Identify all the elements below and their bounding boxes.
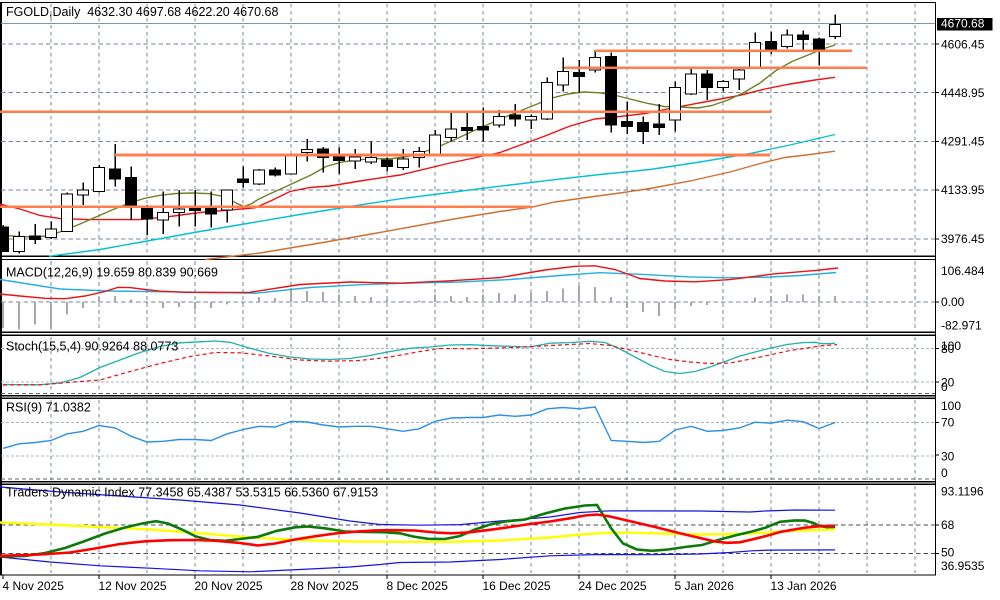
svg-text:MACD(12,26,9) 19.659 80.839 90: MACD(12,26,9) 19.659 80.839 90.669: [6, 266, 218, 280]
svg-text:30: 30: [941, 450, 955, 464]
svg-text:0: 0: [941, 466, 948, 480]
svg-text:4133.95: 4133.95: [941, 183, 985, 197]
svg-text:80: 80: [941, 342, 955, 356]
svg-text:5 Jan 2026: 5 Jan 2026: [675, 579, 735, 593]
svg-text:12 Nov 2025: 12 Nov 2025: [99, 579, 167, 593]
svg-text:36.9535: 36.9535: [941, 559, 985, 573]
svg-text:100: 100: [941, 339, 961, 353]
svg-text:RSI(9) 71.0382: RSI(9) 71.0382: [6, 401, 91, 415]
svg-text:20 Nov 2025: 20 Nov 2025: [195, 579, 263, 593]
svg-text:24 Dec 2025: 24 Dec 2025: [579, 579, 647, 593]
svg-text:4448.95: 4448.95: [941, 86, 985, 100]
svg-text:100: 100: [941, 399, 961, 413]
svg-text:FGOLD,Daily 4632.30 4697.68 4: FGOLD,Daily 4632.30 4697.68 4622.20 4670…: [6, 5, 278, 19]
svg-text:4291.45: 4291.45: [941, 135, 985, 149]
svg-text:8 Dec 2025: 8 Dec 2025: [387, 579, 449, 593]
svg-text:16 Dec 2025: 16 Dec 2025: [483, 579, 551, 593]
svg-text:4606.45: 4606.45: [941, 37, 985, 51]
svg-text:20: 20: [941, 375, 955, 389]
svg-text:4670.68: 4670.68: [941, 17, 985, 31]
svg-text:-82.971: -82.971: [941, 319, 982, 333]
svg-text:0.00: 0.00: [941, 295, 965, 309]
svg-text:93.1196: 93.1196: [941, 485, 984, 499]
svg-text:0: 0: [941, 380, 948, 394]
svg-text:68: 68: [941, 518, 955, 532]
svg-text:106.484: 106.484: [941, 264, 985, 278]
svg-text:Traders Dynamic Index 77.3458: Traders Dynamic Index 77.3458 65.4387 53…: [6, 486, 378, 500]
svg-text:13 Jan 2026: 13 Jan 2026: [771, 579, 837, 593]
svg-text:4 Nov 2025: 4 Nov 2025: [3, 579, 65, 593]
svg-text:Stoch(15,5,4) 90.9264 88.0773: Stoch(15,5,4) 90.9264 88.0773: [6, 340, 178, 354]
svg-text:28 Nov 2025: 28 Nov 2025: [291, 579, 359, 593]
svg-text:3976.45: 3976.45: [941, 232, 985, 246]
svg-text:70: 70: [941, 416, 955, 430]
svg-text:50: 50: [941, 546, 955, 560]
